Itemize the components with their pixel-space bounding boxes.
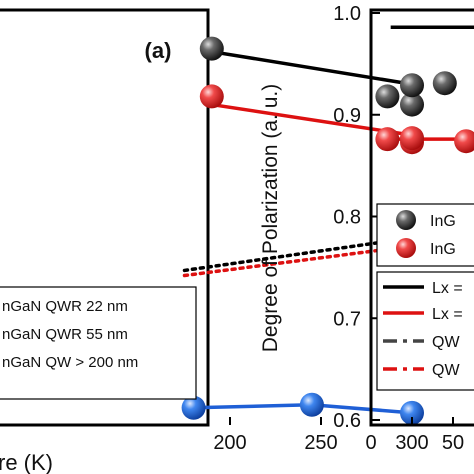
- panel-b-x-tick-label-0: 0: [365, 432, 376, 454]
- panel-b-line-legend: Lx = Lx = QW QW: [376, 271, 474, 391]
- panel-a-x-tick-label-2: 300: [395, 432, 428, 454]
- panel-b-series-1-point-0: [375, 84, 400, 109]
- panel-a: 200 250 300 (a) nGaN QWR 22 nm nGaN QWR 55…: [0, 8, 429, 474]
- panel-b-y-axis-label: Degree of Polarization (a. u.): [259, 84, 282, 352]
- panel-b-y-tick-label-2: 0.8: [333, 207, 361, 229]
- panel-a-series-5-dotted: [182, 244, 414, 278]
- panel-a-x-tick-label-0: 200: [213, 432, 246, 454]
- panel-b-marker-legend-frame: [376, 203, 474, 267]
- panel-b-legend-marker-black: [396, 210, 416, 230]
- panel-a-series-3-point-0: [199, 84, 224, 109]
- panel-b-series-3-point-0: [375, 127, 400, 152]
- panel-b-marker-legend: InG InG: [376, 203, 474, 267]
- panel-a-series-7-point-2: [400, 400, 424, 425]
- panel-b-legend-marker-label-2: InG: [430, 241, 456, 258]
- panel-b-marks: [375, 25, 474, 154]
- panel-a-label: (a): [145, 38, 172, 63]
- panel-b-legend-line-label-3: QW: [432, 334, 460, 351]
- panel-b-legend-line-label-1: Lx =: [432, 280, 463, 297]
- panel-b-series-3-point-2: [454, 129, 474, 154]
- panel-a-legend-item-3: nGaN QW > 200 nm: [2, 354, 138, 371]
- panel-a-series-2-point-1: [400, 92, 424, 117]
- panel-a-x-ticks: 200 250 300: [213, 417, 429, 454]
- panel-a-x-tick-label-1: 250: [304, 432, 337, 454]
- panel-a-plot-frame: [0, 8, 210, 427]
- panel-a-legend: nGaN QWR 22 nm nGaN QWR 55 nm nGaN QW > …: [0, 286, 197, 400]
- panel-b-legend-line-label-4: QW: [432, 362, 460, 379]
- panel-a-legend-frame: [0, 286, 197, 400]
- panel-b-x-ticks: 0 50: [365, 417, 464, 454]
- panel-b-x-tick-label-1: 50: [442, 432, 464, 454]
- panel-b-y-tick-label-0: 1.0: [333, 3, 361, 25]
- panel-a-series-1-line: [211, 102, 413, 137]
- panel-b-y-ticks: 1.0 0.9 0.8 0.7 0.6: [333, 3, 380, 432]
- panel-b-series-3-point-1: [400, 126, 424, 151]
- panel-a-x-axis-label: re (K): [0, 450, 53, 474]
- panel-b-series-1-point-1: [400, 73, 424, 98]
- panel-b-y-tick-label-3: 0.7: [333, 308, 361, 330]
- panel-b-y-tick-label-4: 0.6: [333, 410, 361, 432]
- panel-b-legend-line-label-2: Lx =: [432, 306, 463, 323]
- panel-b-y-tick-label-1: 0.9: [333, 105, 361, 127]
- panel-b-legend-marker-label-1: InG: [430, 213, 456, 230]
- panel-a-legend-item-2: nGaN QWR 55 nm: [2, 326, 128, 343]
- panel-b-series-1-point-2: [432, 71, 457, 96]
- panel-a-legend-item-1: nGaN QWR 22 nm: [2, 298, 128, 315]
- panel-a-series-2-point-0: [199, 36, 224, 61]
- panel-b-legend-marker-red: [396, 238, 416, 258]
- panel-b: 1.0 0.9 0.8 0.7 0.6 0 50 Degree of Polarizati…: [259, 3, 474, 454]
- panel-a-series-7-point-1: [299, 392, 324, 417]
- panel-a-marks: [181, 36, 424, 425]
- panel-a-series-7-point-0: [181, 395, 206, 420]
- panel-a-series-4-dotted: [182, 236, 414, 273]
- panel-a-series-0-line: [211, 49, 413, 86]
